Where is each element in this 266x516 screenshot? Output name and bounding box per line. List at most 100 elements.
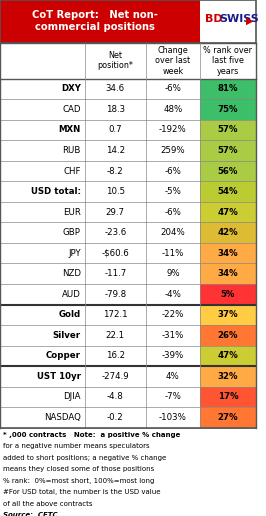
- Bar: [0, 0, 200, 43]
- Bar: [200, 386, 256, 407]
- Text: 34%: 34%: [218, 249, 238, 257]
- Text: UST 10yr: UST 10yr: [37, 372, 81, 381]
- Bar: [200, 181, 256, 202]
- Bar: [0, 222, 200, 243]
- Bar: [200, 140, 256, 161]
- Text: 17%: 17%: [218, 393, 238, 401]
- Bar: [0, 243, 200, 264]
- Text: 26%: 26%: [218, 331, 238, 340]
- Text: 54%: 54%: [218, 187, 238, 196]
- Text: -11.7: -11.7: [104, 269, 126, 278]
- Text: for a negative number means speculators: for a negative number means speculators: [3, 443, 149, 449]
- Text: 57%: 57%: [218, 146, 238, 155]
- Bar: [200, 325, 256, 346]
- Text: 5%: 5%: [221, 290, 235, 299]
- Text: 4%: 4%: [166, 372, 180, 381]
- Text: -22%: -22%: [162, 310, 184, 319]
- Text: AUD: AUD: [62, 290, 81, 299]
- Text: means they closed some of those positions: means they closed some of those position…: [3, 466, 154, 472]
- Text: 9%: 9%: [166, 269, 180, 278]
- Bar: [0, 43, 256, 78]
- Text: -192%: -192%: [159, 125, 187, 135]
- Text: -5%: -5%: [164, 187, 181, 196]
- Bar: [0, 181, 200, 202]
- Text: Gold: Gold: [59, 310, 81, 319]
- Text: * ,000 contracts   Note:  a positive % change: * ,000 contracts Note: a positive % chan…: [3, 432, 180, 438]
- Text: 75%: 75%: [218, 105, 238, 114]
- Text: #For USD total, the number is the USD value: #For USD total, the number is the USD va…: [3, 489, 160, 495]
- Bar: [0, 407, 200, 428]
- Text: % rank over
last five
years: % rank over last five years: [203, 46, 252, 75]
- Text: of all the above contracts: of all the above contracts: [3, 501, 92, 507]
- Bar: [200, 366, 256, 386]
- Text: -274.9: -274.9: [101, 372, 129, 381]
- Text: USD total:: USD total:: [31, 187, 81, 196]
- Text: CoT Report:   Net non-
commercial positions: CoT Report: Net non- commercial position…: [32, 10, 158, 32]
- Text: -23.6: -23.6: [104, 228, 126, 237]
- Text: 172.1: 172.1: [103, 310, 128, 319]
- Bar: [200, 243, 256, 264]
- Text: % rank:  0%=most short, 100%=most long: % rank: 0%=most short, 100%=most long: [3, 478, 154, 484]
- Text: 37%: 37%: [218, 310, 238, 319]
- Bar: [0, 264, 200, 284]
- Text: Copper: Copper: [46, 351, 81, 360]
- Text: 34%: 34%: [218, 269, 238, 278]
- Text: 0.7: 0.7: [109, 125, 122, 135]
- Bar: [0, 366, 200, 386]
- Text: -$60.6: -$60.6: [101, 249, 129, 257]
- Text: 14.2: 14.2: [106, 146, 125, 155]
- Bar: [200, 222, 256, 243]
- Bar: [200, 99, 256, 120]
- Text: 47%: 47%: [218, 207, 238, 217]
- Text: -79.8: -79.8: [104, 290, 126, 299]
- Text: -6%: -6%: [164, 207, 181, 217]
- Text: MXN: MXN: [59, 125, 81, 135]
- Text: 56%: 56%: [218, 167, 238, 175]
- Text: 81%: 81%: [218, 85, 238, 93]
- Bar: [0, 304, 200, 325]
- Text: -7%: -7%: [164, 393, 181, 401]
- Bar: [0, 78, 200, 99]
- Text: EUR: EUR: [63, 207, 81, 217]
- Text: Source:  CFTC: Source: CFTC: [3, 512, 57, 516]
- Text: DXY: DXY: [61, 85, 81, 93]
- Text: -31%: -31%: [162, 331, 184, 340]
- Text: added to short positions; a negative % change: added to short positions; a negative % c…: [3, 455, 166, 461]
- Text: Change
over last
week: Change over last week: [155, 46, 190, 75]
- Text: -39%: -39%: [162, 351, 184, 360]
- Bar: [200, 304, 256, 325]
- Text: -0.2: -0.2: [107, 413, 124, 422]
- Bar: [0, 120, 200, 140]
- Bar: [200, 202, 256, 222]
- Text: Net
position*: Net position*: [97, 51, 133, 70]
- Bar: [200, 161, 256, 181]
- Text: -6%: -6%: [164, 85, 181, 93]
- Bar: [200, 0, 256, 43]
- Text: 22.1: 22.1: [106, 331, 125, 340]
- Text: 16.2: 16.2: [106, 351, 125, 360]
- Text: Silver: Silver: [53, 331, 81, 340]
- Bar: [0, 325, 200, 346]
- Bar: [200, 120, 256, 140]
- Bar: [0, 99, 200, 120]
- Text: 18.3: 18.3: [106, 105, 125, 114]
- Bar: [200, 346, 256, 366]
- Text: DJIA: DJIA: [63, 393, 81, 401]
- Bar: [200, 264, 256, 284]
- Bar: [0, 346, 200, 366]
- Bar: [0, 386, 200, 407]
- Text: -6%: -6%: [164, 167, 181, 175]
- Bar: [0, 140, 200, 161]
- Bar: [200, 78, 256, 99]
- Text: ▶: ▶: [246, 15, 253, 25]
- Text: SWISS: SWISS: [219, 14, 259, 24]
- Text: NASDAQ: NASDAQ: [44, 413, 81, 422]
- Bar: [200, 284, 256, 304]
- Text: JPY: JPY: [68, 249, 81, 257]
- Text: RUB: RUB: [62, 146, 81, 155]
- Text: 57%: 57%: [218, 125, 238, 135]
- Text: 47%: 47%: [218, 351, 238, 360]
- Text: CAD: CAD: [62, 105, 81, 114]
- Text: GBP: GBP: [63, 228, 81, 237]
- Text: 204%: 204%: [160, 228, 185, 237]
